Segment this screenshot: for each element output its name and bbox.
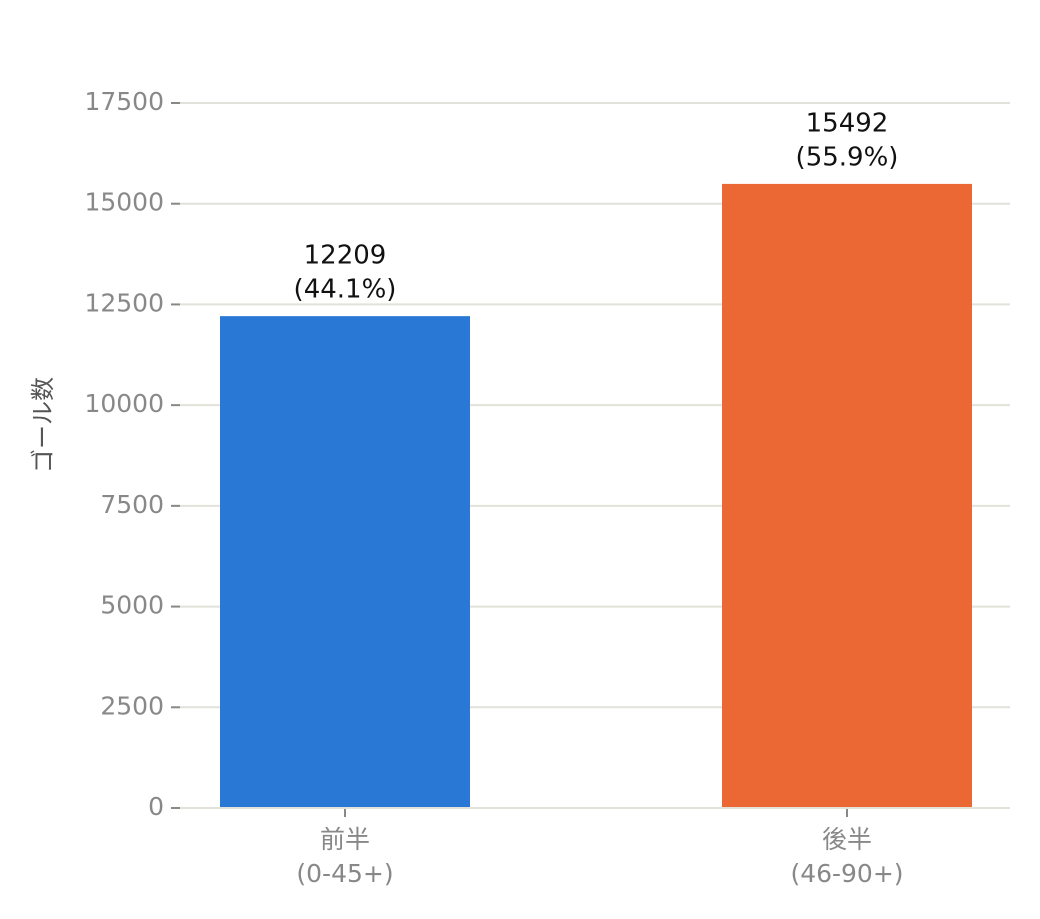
y-tick-label: 10000	[84, 389, 164, 418]
y-tick-label: 17500	[84, 87, 164, 116]
y-tick-label: 7500	[100, 490, 164, 519]
x-tick-label: 後半	[822, 825, 872, 854]
value-label: (44.1%)	[294, 275, 397, 305]
y-tick-label: 15000	[84, 188, 164, 217]
y-tick-label: 0	[148, 792, 164, 821]
x-tick-label: 前半	[320, 825, 370, 854]
x-tick-label: (0-45+)	[296, 859, 393, 888]
y-axis-label: ゴール数	[29, 377, 57, 473]
value-label: 12209	[304, 241, 387, 271]
y-tick-label: 2500	[100, 691, 164, 720]
y-tick-label: 12500	[84, 288, 164, 317]
value-label: (55.9%)	[796, 142, 899, 172]
bar	[220, 316, 470, 808]
y-tick-label: 5000	[100, 591, 164, 620]
bar	[722, 183, 972, 809]
value-label: 15492	[806, 108, 889, 138]
x-tick-label: (46-90+)	[790, 859, 903, 888]
